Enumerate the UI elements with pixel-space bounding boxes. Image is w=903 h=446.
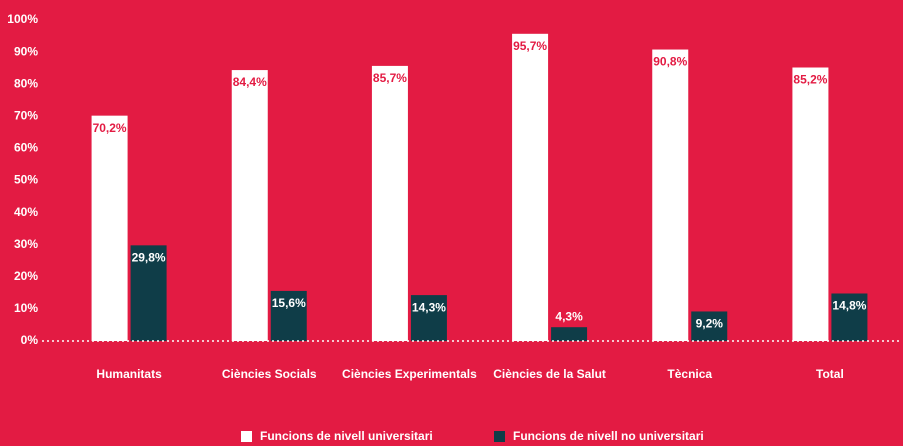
y-tick-label: 20% bbox=[14, 269, 38, 283]
value-label: 15,6% bbox=[272, 296, 306, 310]
value-label: 4,3% bbox=[555, 309, 583, 323]
legend-swatch bbox=[241, 431, 252, 442]
bar bbox=[371, 65, 408, 341]
bar bbox=[231, 70, 268, 342]
bar bbox=[652, 49, 689, 341]
y-tick-label: 100% bbox=[7, 12, 38, 26]
y-tick-label: 10% bbox=[14, 301, 38, 315]
x-tick-label: Humanitats bbox=[96, 367, 162, 381]
bar bbox=[691, 311, 728, 341]
x-tick-label: Ciències de la Salut bbox=[493, 367, 606, 381]
x-tick-label: Total bbox=[816, 367, 844, 381]
value-label: 29,8% bbox=[132, 251, 166, 265]
value-label: 70,2% bbox=[93, 121, 127, 135]
value-label: 9,2% bbox=[696, 317, 724, 331]
value-label: 90,8% bbox=[653, 55, 687, 69]
bar bbox=[792, 67, 829, 342]
y-tick-label: 70% bbox=[14, 108, 38, 122]
value-label: 95,7% bbox=[513, 39, 547, 53]
legend-swatch bbox=[494, 431, 505, 442]
value-label: 14,8% bbox=[832, 299, 866, 313]
value-label: 85,7% bbox=[373, 71, 407, 85]
legend-label: Funcions de nivell universitari bbox=[260, 429, 433, 443]
y-tick-label: 60% bbox=[14, 141, 38, 155]
x-tick-label: Ciències Socials bbox=[222, 367, 317, 381]
y-tick-label: 90% bbox=[14, 44, 38, 58]
y-tick-label: 50% bbox=[14, 173, 38, 187]
bar bbox=[831, 293, 868, 341]
value-label: 84,4% bbox=[233, 75, 267, 89]
y-tick-label: 80% bbox=[14, 76, 38, 90]
bar bbox=[91, 115, 128, 342]
legend-label: Funcions de nivell no universitari bbox=[513, 429, 704, 443]
bar bbox=[551, 327, 588, 341]
value-label: 85,2% bbox=[793, 73, 827, 87]
x-tick-label: Tècnica bbox=[667, 367, 712, 381]
value-label: 14,3% bbox=[412, 300, 446, 314]
y-tick-label: 30% bbox=[14, 237, 38, 251]
bar bbox=[270, 290, 307, 341]
x-tick-label: Ciències Experimentals bbox=[342, 367, 477, 381]
bar bbox=[410, 295, 447, 341]
bar bbox=[130, 245, 167, 341]
bar bbox=[512, 33, 549, 341]
y-tick-label: 0% bbox=[21, 333, 39, 347]
y-tick-label: 40% bbox=[14, 205, 38, 219]
